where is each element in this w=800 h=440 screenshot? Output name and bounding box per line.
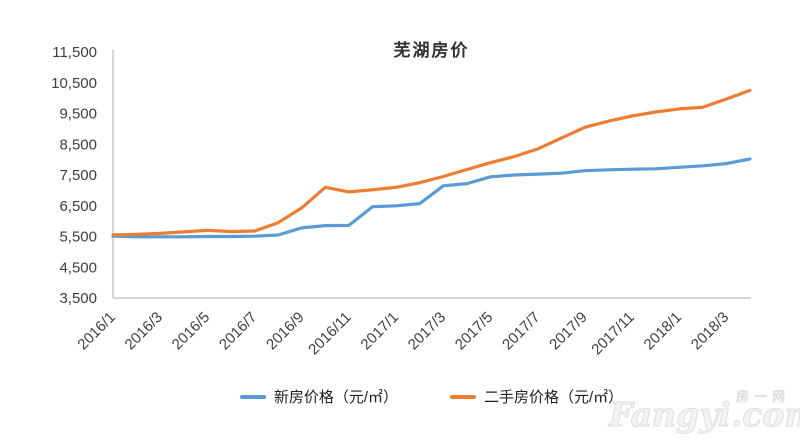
- legend-item-new-house: 新房价格（元/㎡）: [239, 386, 398, 407]
- x-tick-label: 2017/7: [499, 309, 543, 353]
- legend-item-secondhand-house: 二手房价格（元/㎡）: [450, 386, 623, 407]
- chart-title: 芜湖房价: [393, 41, 470, 60]
- x-tick-label: 2017/11: [588, 309, 638, 359]
- new-house-line-swatch: [239, 394, 266, 399]
- x-tick-label: 2017/1: [357, 309, 401, 353]
- x-tick-label: 2017/5: [452, 309, 496, 353]
- y-tick-label: 5,500: [59, 229, 97, 246]
- x-tick-label: 2017/9: [546, 309, 590, 353]
- legend-label-new-house: 新房价格（元/㎡）: [273, 389, 398, 406]
- x-tick-label: 2018/1: [641, 309, 685, 353]
- y-tick-label: 4,500: [59, 259, 97, 276]
- secondhand-house-line-swatch: [450, 394, 476, 399]
- y-tick-label: 3,500: [59, 290, 97, 307]
- x-tick-label: 2016/3: [122, 309, 166, 353]
- y-tick-label: 8,500: [59, 136, 97, 153]
- legend: 新房价格（元/㎡） 二手房价格（元/㎡）: [113, 386, 750, 407]
- x-tick-label: 2016/9: [263, 309, 307, 353]
- y-tick-label: 7,500: [59, 167, 97, 184]
- y-tick-label: 10,500: [51, 75, 97, 92]
- x-tick-label: 2016/1: [74, 309, 118, 353]
- legend-label-secondhand-house: 二手房价格（元/㎡）: [484, 389, 624, 406]
- x-tick-label: 2017/3: [405, 309, 449, 353]
- x-tick-label: 2016/7: [216, 309, 260, 353]
- x-tick-label: 2018/3: [688, 309, 732, 353]
- new-house-price-line: [111, 157, 752, 239]
- x-tick-label: 2016/11: [305, 309, 355, 359]
- y-tick-label: 9,500: [59, 106, 97, 123]
- x-tick-label: 2016/5: [169, 309, 213, 353]
- y-tick-label: 11,500: [52, 44, 97, 61]
- secondhand-house-price-line: [111, 88, 752, 237]
- y-tick-label: 6,500: [59, 198, 97, 215]
